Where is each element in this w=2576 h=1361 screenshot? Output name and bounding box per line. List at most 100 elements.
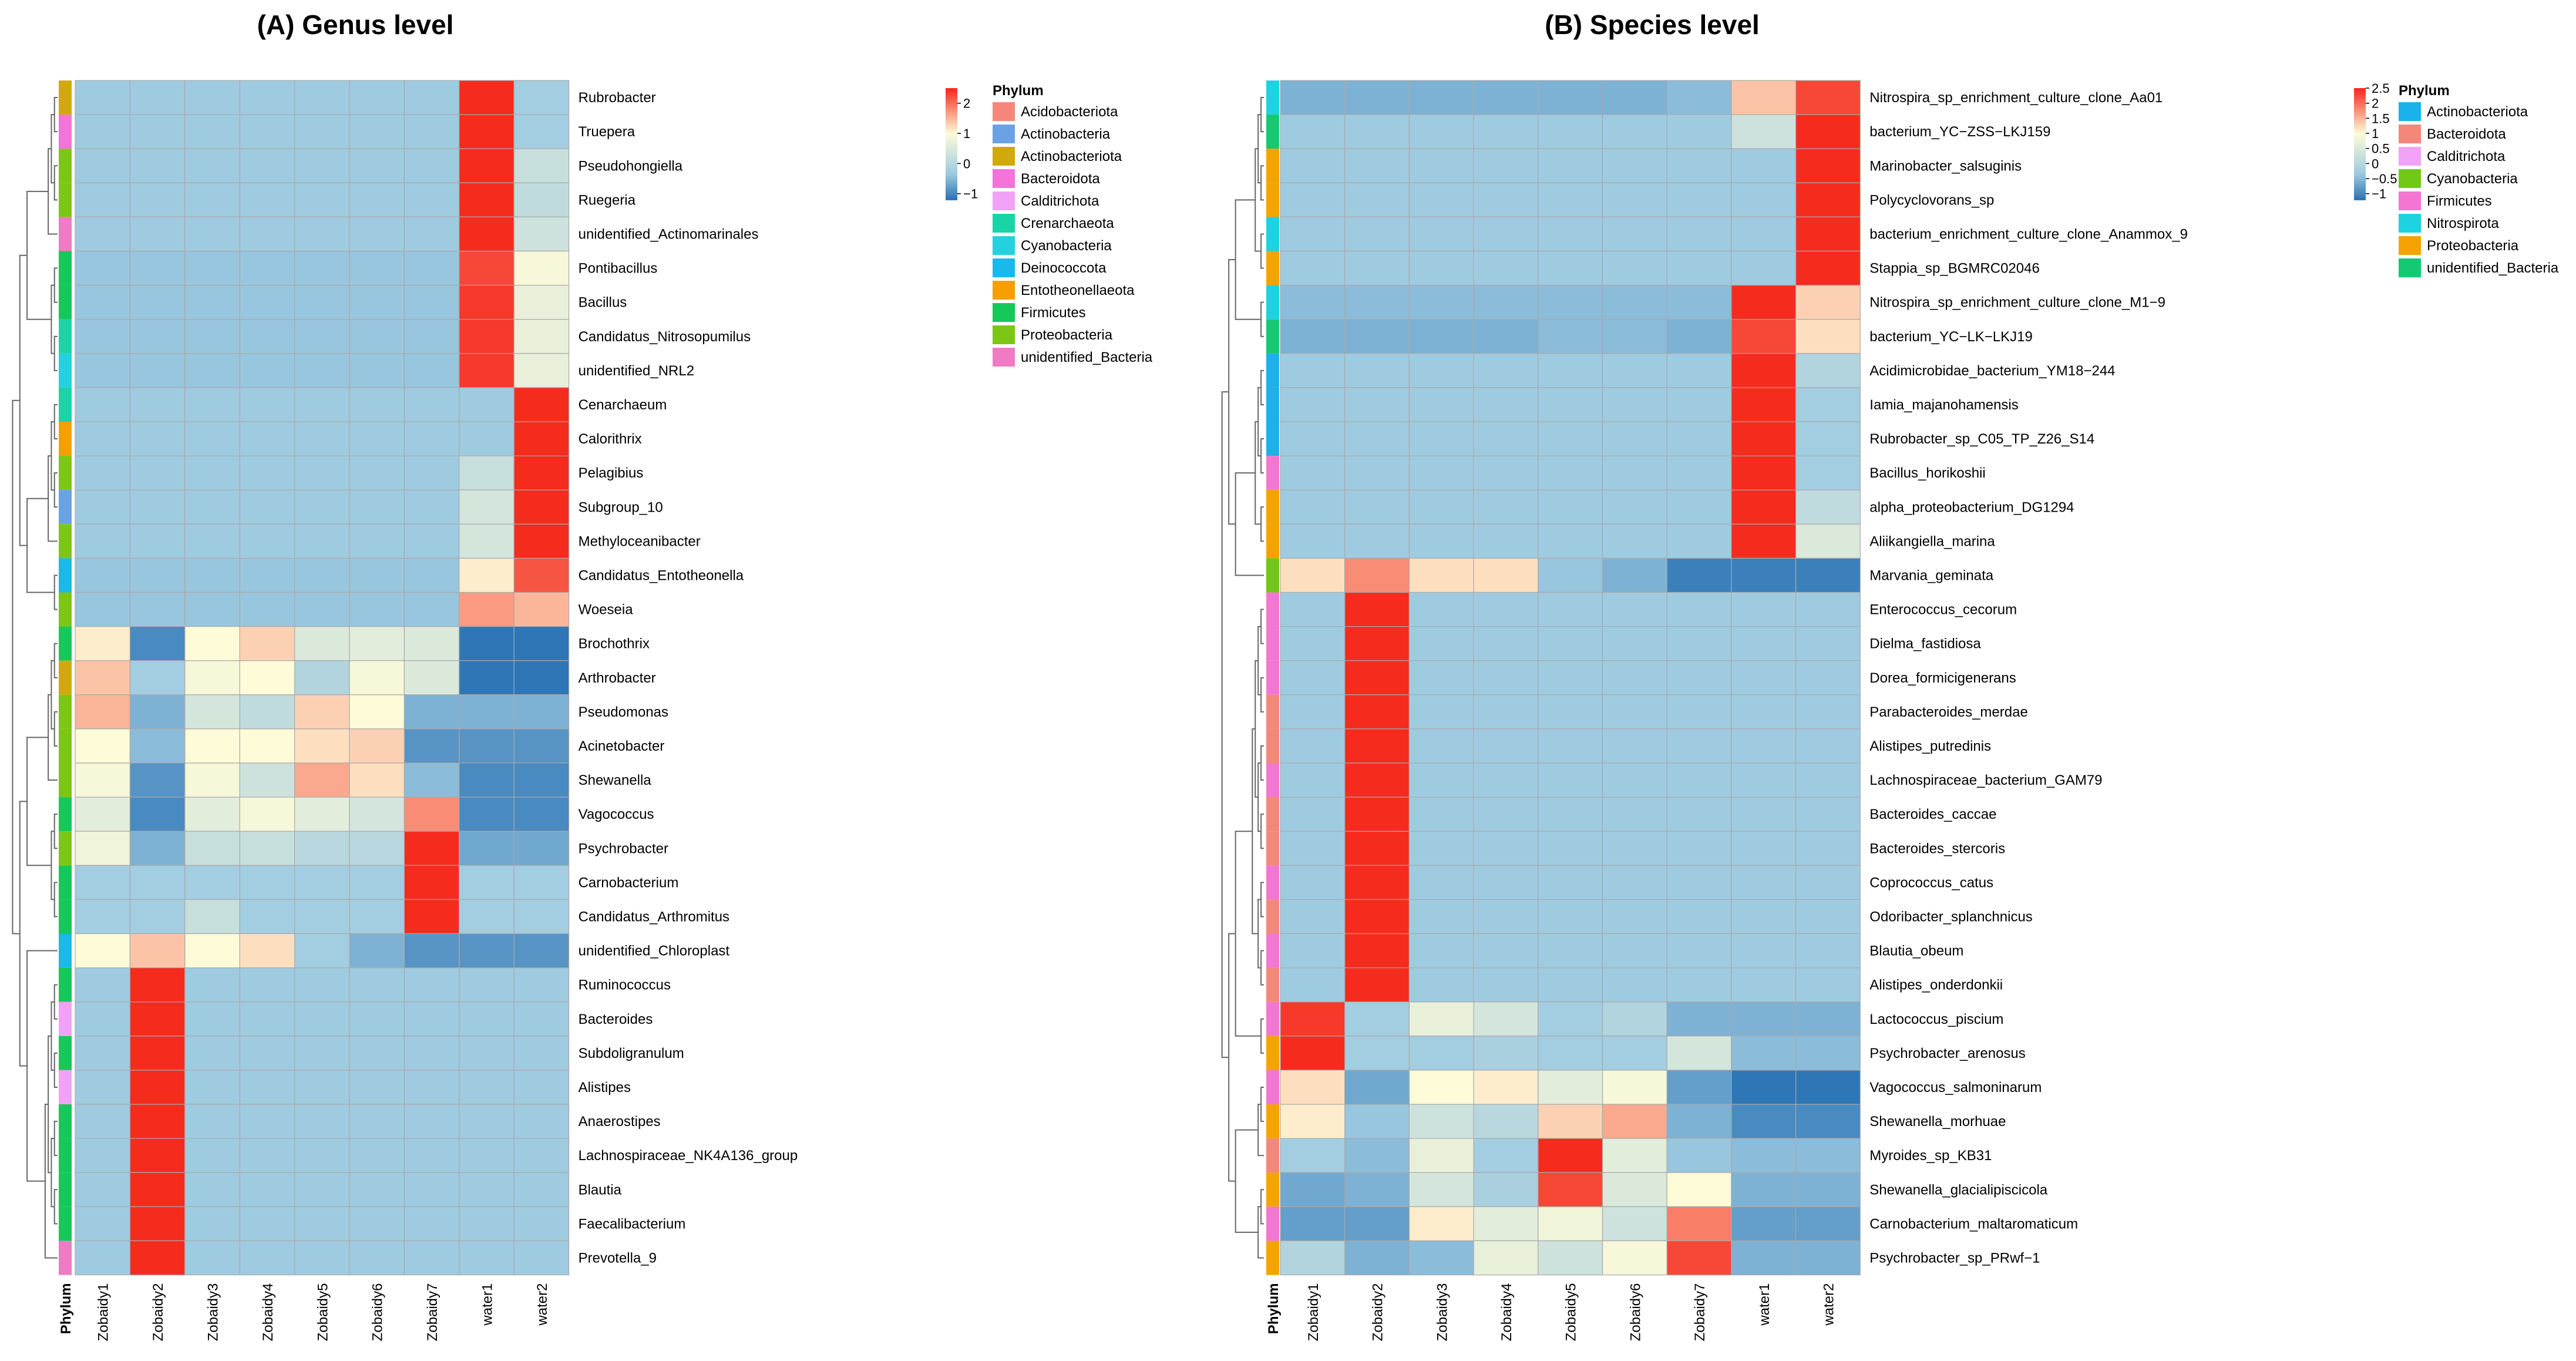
heatmap-cell bbox=[1795, 1240, 1861, 1276]
heatmap-cell bbox=[513, 455, 570, 490]
heatmap-cell bbox=[129, 80, 186, 115]
row-label: Alistipes bbox=[579, 1080, 631, 1095]
heatmap-cell bbox=[1795, 182, 1861, 217]
row-label: Pseudomonas bbox=[579, 704, 668, 720]
heatmap-cell bbox=[75, 626, 131, 661]
heatmap-cell bbox=[459, 1172, 514, 1207]
heatmap-cell bbox=[129, 353, 186, 388]
heatmap-cell bbox=[403, 1138, 460, 1173]
heatmap-cell bbox=[75, 1070, 131, 1105]
heatmap-cell bbox=[1666, 626, 1732, 661]
heatmap-cell bbox=[1602, 353, 1667, 388]
scale-tick-label: 2.5 bbox=[2372, 81, 2390, 96]
phylum-cell bbox=[1266, 251, 1279, 285]
heatmap-cell bbox=[129, 1240, 186, 1276]
heatmap-cell bbox=[1666, 797, 1732, 832]
scale-step bbox=[946, 93, 957, 96]
heatmap-cell bbox=[1344, 967, 1410, 1003]
scale-step bbox=[2354, 179, 2366, 182]
heatmap-cell bbox=[1666, 114, 1732, 149]
genus-dendrogram-branch bbox=[53, 267, 58, 303]
heatmap-cell bbox=[1473, 319, 1539, 354]
heatmap-cell bbox=[75, 1138, 131, 1173]
heatmap-cell bbox=[1408, 557, 1474, 593]
heatmap-cell bbox=[1538, 899, 1603, 935]
heatmap-cell bbox=[459, 1036, 514, 1071]
species-dendrogram-branch bbox=[1260, 677, 1264, 713]
heatmap-cell bbox=[1280, 865, 1346, 900]
heatmap-cell bbox=[1731, 285, 1797, 320]
row-label: Bacteroides_caccae bbox=[1869, 806, 1996, 822]
heatmap-cell bbox=[239, 762, 295, 798]
heatmap-cell bbox=[1280, 1070, 1346, 1105]
species-phylum-legend: Phylum Actinobacteriota Bacteroidota Caldit… bbox=[2399, 83, 2559, 277]
heatmap-cell bbox=[1538, 1206, 1603, 1242]
heatmap-cell bbox=[294, 523, 350, 559]
row-label: Lactococcus_piscium bbox=[1869, 1011, 2003, 1027]
column-label: Zobaidy4 bbox=[260, 1283, 276, 1342]
column-label: Zobaidy4 bbox=[1499, 1283, 1515, 1342]
row-label: Marinobacter_salsuginis bbox=[1869, 158, 2022, 174]
heatmap-cell bbox=[129, 762, 186, 798]
scale-step bbox=[2354, 125, 2366, 128]
heatmap-cell bbox=[1731, 1036, 1797, 1071]
legend-label: Nitrospirota bbox=[2427, 216, 2499, 231]
heatmap-cell bbox=[1408, 933, 1474, 969]
heatmap-cell bbox=[75, 797, 131, 832]
heatmap-cell bbox=[1280, 421, 1346, 456]
scale-step bbox=[946, 88, 957, 91]
heatmap-cell bbox=[1538, 831, 1603, 866]
genus-dendrogram-branch bbox=[53, 574, 58, 610]
heatmap-cell bbox=[1280, 489, 1346, 525]
heatmap-cell bbox=[459, 250, 514, 286]
scale-step bbox=[2354, 129, 2366, 132]
heatmap-cell bbox=[1473, 831, 1539, 866]
heatmap-cell bbox=[1408, 1138, 1474, 1173]
heatmap-cell bbox=[349, 182, 405, 217]
heatmap-cell bbox=[1666, 967, 1732, 1003]
phylum-cell bbox=[1266, 456, 1279, 490]
genus-phylum-annotation bbox=[59, 80, 72, 1275]
heatmap-cell bbox=[1280, 353, 1346, 388]
legend-label: Calditrichota bbox=[1021, 193, 1099, 209]
heatmap-cell bbox=[1538, 250, 1603, 286]
legend-swatch bbox=[993, 258, 1015, 277]
row-label: Cenarchaeum bbox=[579, 397, 667, 413]
heatmap-cell bbox=[1666, 489, 1732, 525]
heatmap-cell bbox=[1538, 797, 1603, 832]
heatmap-cell bbox=[1731, 114, 1797, 149]
column-label: Zobaidy5 bbox=[315, 1283, 331, 1342]
scale-step bbox=[2354, 192, 2366, 195]
scale-step bbox=[2354, 119, 2366, 122]
heatmap-cell bbox=[294, 216, 350, 252]
row-label: Woeseia bbox=[579, 602, 634, 618]
legend-swatch bbox=[2399, 147, 2421, 166]
genus-dendrogram-branch bbox=[53, 814, 58, 849]
heatmap-cell bbox=[184, 660, 240, 695]
heatmap-cell bbox=[1795, 148, 1861, 183]
heatmap-cell bbox=[1408, 1002, 1474, 1037]
heatmap-cell bbox=[129, 216, 186, 252]
heatmap-cell bbox=[239, 933, 295, 969]
heatmap-cell bbox=[1408, 728, 1474, 764]
heatmap-cell bbox=[294, 387, 350, 422]
heatmap-cell bbox=[459, 967, 514, 1003]
heatmap-cell bbox=[1344, 80, 1410, 115]
heatmap-cell bbox=[459, 1138, 514, 1173]
scale-step bbox=[946, 155, 957, 158]
heatmap-cell bbox=[184, 592, 240, 627]
legend-label: Firmicutes bbox=[1021, 305, 1086, 321]
row-label: Bacillus_horikoshii bbox=[1869, 465, 1985, 481]
heatmap-cell bbox=[184, 728, 240, 764]
phylum-cell bbox=[59, 1241, 72, 1275]
heatmap-cell bbox=[184, 1070, 240, 1105]
species-dendrogram-branch bbox=[1235, 1129, 1259, 1233]
heatmap-cell bbox=[1731, 182, 1797, 217]
heatmap-cell bbox=[1731, 831, 1797, 866]
row-label: Candidatus_Entotheonella bbox=[579, 567, 744, 583]
heatmap-cell bbox=[349, 523, 405, 559]
legend-swatch bbox=[993, 102, 1015, 121]
phylum-cell bbox=[1266, 285, 1279, 320]
genus-dendrogram-branch bbox=[48, 694, 58, 781]
row-label: Rubrobacter_sp_C05_TP_Z26_S14 bbox=[1869, 431, 2094, 447]
